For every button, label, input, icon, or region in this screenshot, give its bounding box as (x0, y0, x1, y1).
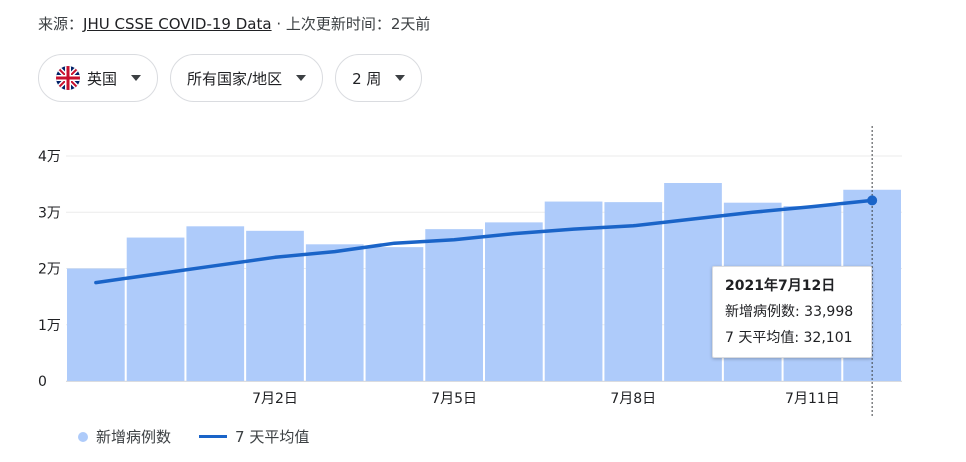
chart-legend: 新增病例数 7 天平均值 (78, 426, 309, 447)
case-bar (67, 268, 125, 381)
legend-line-swatch (199, 435, 228, 438)
source-line: 来源：JHU CSSE COVID-19 Data · 上次更新时间：2天前 (38, 13, 430, 34)
x-tick-label: 7月5日 (431, 391, 477, 407)
legend-bars-label: 新增病例数 (96, 428, 172, 446)
legend-bars-swatch (78, 431, 88, 442)
case-bar (246, 230, 304, 381)
x-tick-label: 7月8日 (610, 391, 656, 407)
tooltip-cases: 新增病例数: 33,998 (725, 304, 854, 320)
y-tick-label: 1万 (38, 318, 61, 334)
source-prefix: 来源： (38, 15, 84, 33)
chevron-down-icon (296, 75, 307, 81)
case-bar (365, 247, 424, 381)
range-select[interactable]: 2 周 (335, 54, 423, 102)
x-tick-label: 7月11日 (785, 391, 840, 407)
range-label: 2 周 (352, 69, 382, 88)
case-bar (305, 244, 364, 381)
average-line (94, 198, 874, 285)
case-bar (186, 226, 245, 381)
tooltip-date: 2021年7月12日 (725, 278, 836, 294)
country-label: 英国 (87, 69, 118, 88)
legend-line-label: 7 天平均值 (235, 428, 310, 446)
chevron-down-icon (395, 75, 406, 81)
case-bar (126, 237, 185, 381)
case-bar (425, 229, 483, 381)
y-tick-label: 4万 (38, 149, 61, 165)
region-select[interactable]: 所有国家/地区 (170, 54, 324, 102)
highlight-point (867, 195, 878, 206)
chart-tooltip: 2021年7月12日 新增病例数: 33,998 7 天平均值: 32,101 (712, 266, 872, 358)
chevron-down-icon (131, 75, 142, 81)
country-select[interactable]: 英国 (38, 54, 159, 102)
case-bar (485, 222, 543, 381)
last-updated: · 上次更新时间：2天前 (271, 15, 431, 33)
y-tick-label: 0 (38, 374, 47, 390)
y-tick-label: 3万 (38, 205, 61, 221)
region-label: 所有国家/地区 (187, 69, 283, 88)
case-bar (604, 202, 663, 381)
tooltip-average: 7 天平均值: 32,101 (725, 330, 853, 346)
uk-flag-icon (56, 66, 80, 90)
filter-chips: 英国 所有国家/地区 2 周 (38, 54, 423, 102)
source-link[interactable]: JHU CSSE COVID-19 Data (83, 15, 272, 33)
y-tick-label: 2万 (38, 262, 61, 278)
x-tick-label: 7月2日 (252, 391, 298, 407)
